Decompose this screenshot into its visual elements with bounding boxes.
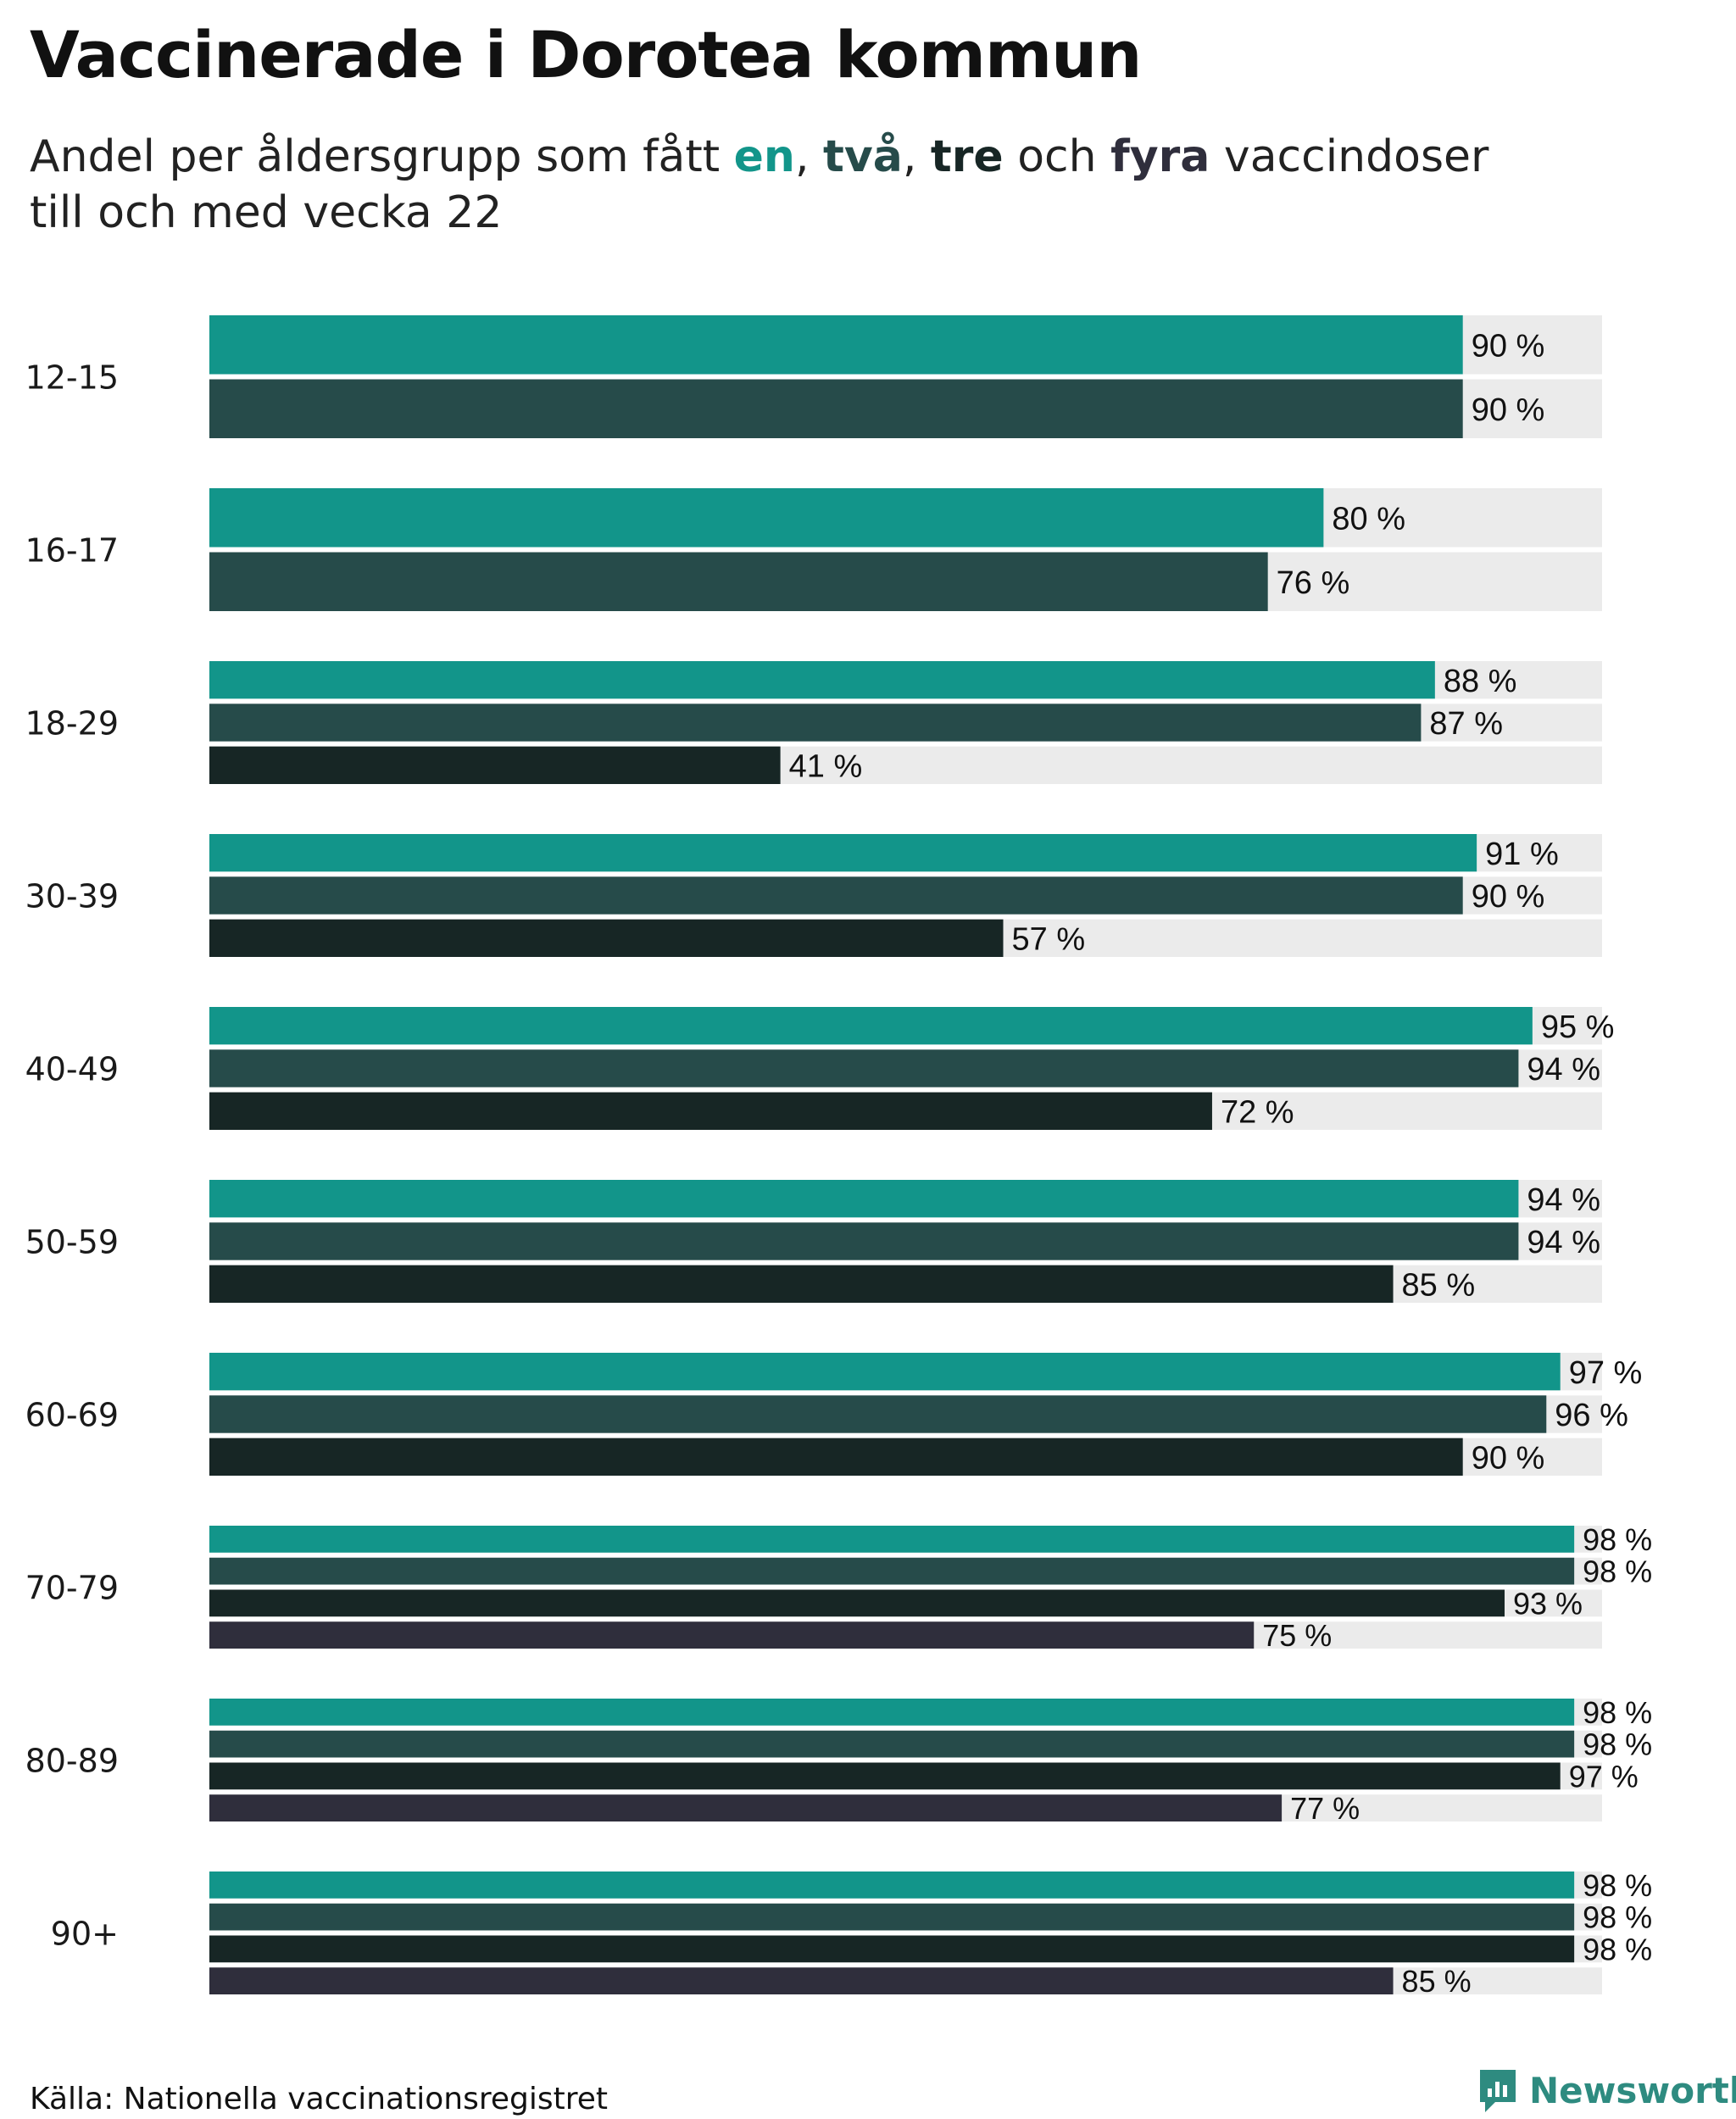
bar-value-label-80-89-4: 77 %: [1290, 1791, 1360, 1826]
bar-value-label-12-15-2: 90 %: [1472, 392, 1545, 428]
bar-value-label-30-39-3: 57 %: [1012, 922, 1086, 958]
bar-value-label-70-79-4: 75 %: [1262, 1618, 1332, 1653]
bar-70-79-1: [209, 1526, 1575, 1553]
bar-value-label-80-89-1: 98 %: [1583, 1695, 1652, 1730]
bar-value-label-70-79-2: 98 %: [1583, 1554, 1652, 1589]
bar-60-69-2: [209, 1395, 1547, 1433]
category-label-16-17: 16-17: [25, 532, 119, 570]
bar-value-label-50-59-2: 94 %: [1527, 1225, 1600, 1260]
bar-50-59-3: [209, 1265, 1394, 1303]
bar-value-label-50-59-1: 94 %: [1527, 1182, 1600, 1218]
bar-value-label-80-89-2: 98 %: [1583, 1727, 1652, 1762]
brand-name: Newsworthy: [1529, 2069, 1736, 2111]
chart-subtitle: Andel per åldersgrupp som fått en, två, …: [30, 129, 1488, 241]
bar-value-label-70-79-1: 98 %: [1583, 1522, 1652, 1557]
bar-90+-4: [209, 1967, 1394, 1994]
bar-40-49-1: [209, 1007, 1533, 1045]
bar-12-15-1: [209, 315, 1463, 375]
category-label-40-49: 40-49: [25, 1051, 119, 1088]
bar-value-label-40-49-1: 95 %: [1541, 1009, 1615, 1045]
bar-value-label-12-15-1: 90 %: [1472, 328, 1545, 364]
bar-30-39-2: [209, 876, 1463, 915]
bar-value-label-18-29-3: 41 %: [789, 749, 863, 785]
bar-50-59-1: [209, 1180, 1519, 1218]
subtitle-dose-2: två: [823, 131, 903, 182]
bar-value-label-40-49-3: 72 %: [1221, 1095, 1294, 1131]
subtitle-dose-1: en: [733, 131, 795, 182]
bar-16-17-2: [209, 552, 1268, 611]
subtitle-sep-3: och: [1003, 131, 1111, 182]
category-label-18-29: 18-29: [25, 705, 119, 742]
bar-30-39-1: [209, 834, 1477, 872]
category-label-50-59: 50-59: [25, 1224, 119, 1261]
bar-70-79-3: [209, 1589, 1505, 1617]
bar-value-label-70-79-3: 93 %: [1513, 1586, 1583, 1621]
bar-40-49-3: [209, 1092, 1212, 1130]
newsworthy-logo-icon: [1480, 2070, 1516, 2112]
bar-value-label-90+-1: 98 %: [1583, 1868, 1652, 1903]
bar-value-label-40-49-2: 94 %: [1527, 1052, 1600, 1087]
bar-80-89-3: [209, 1762, 1561, 1790]
bar-value-label-80-89-3: 97 %: [1569, 1759, 1639, 1794]
bar-80-89-2: [209, 1730, 1575, 1758]
subtitle-dose-4: fyra: [1110, 131, 1210, 182]
bar-18-29-3: [209, 746, 781, 784]
bar-value-label-50-59-3: 85 %: [1402, 1268, 1476, 1304]
category-label-70-79: 70-79: [25, 1570, 119, 1607]
bar-value-label-60-69-3: 90 %: [1472, 1441, 1545, 1477]
subtitle-sep-2: ,: [902, 131, 931, 182]
bar-40-49-2: [209, 1049, 1519, 1087]
bar-value-label-60-69-2: 96 %: [1555, 1398, 1628, 1433]
bar-value-label-18-29-2: 87 %: [1429, 706, 1503, 742]
category-label-60-69: 60-69: [25, 1397, 119, 1434]
subtitle-dose-3: tre: [930, 131, 1004, 182]
bar-value-label-90+-3: 98 %: [1583, 1932, 1652, 1966]
bar-90+-1: [209, 1872, 1575, 1899]
subtitle-line-2: till och med vecka 22: [30, 187, 503, 238]
category-label-90+: 90+: [51, 1916, 119, 1953]
bar-70-79-4: [209, 1621, 1255, 1649]
bar-60-69-3: [209, 1438, 1463, 1476]
bar-chart: 12-15 90 % 90 % 16-17 80 % 76 % 18-29 88 % 87 % 4…: [25, 315, 1652, 1999]
bar-80-89-1: [209, 1699, 1575, 1726]
bar-90+-3: [209, 1935, 1575, 1963]
bar-90+-2: [209, 1903, 1575, 1931]
bar-value-label-16-17-1: 80 %: [1332, 501, 1405, 537]
bar-18-29-1: [209, 661, 1435, 699]
bar-60-69-1: [209, 1353, 1561, 1391]
subtitle-prefix: Andel per åldersgrupp som fått: [30, 131, 734, 182]
bar-12-15-2: [209, 379, 1463, 438]
chart-title: Vaccinerade i Dorotea kommun: [30, 17, 1142, 92]
bar-value-label-90+-2: 98 %: [1583, 1900, 1652, 1935]
category-label-30-39: 30-39: [25, 878, 119, 915]
bar-80-89-4: [209, 1794, 1283, 1821]
bar-value-label-30-39-1: 91 %: [1485, 837, 1559, 872]
bar-value-label-60-69-1: 97 %: [1569, 1355, 1643, 1391]
category-label-80-89: 80-89: [25, 1743, 119, 1780]
bar-value-label-30-39-2: 90 %: [1472, 879, 1545, 915]
bar-50-59-2: [209, 1222, 1519, 1260]
brand[interactable]: Newsworthy: [1477, 2066, 1736, 2114]
bar-18-29-2: [209, 704, 1422, 742]
source-note: Källa: Nationella vaccinationsregistret: [30, 2082, 608, 2116]
bar-30-39-3: [209, 919, 1004, 957]
category-label-12-15: 12-15: [25, 359, 119, 397]
bar-value-label-16-17-2: 76 %: [1277, 565, 1350, 601]
subtitle-sep-1: ,: [794, 131, 824, 182]
bar-value-label-90+-4: 85 %: [1402, 1964, 1472, 1999]
bar-value-label-18-29-1: 88 %: [1444, 664, 1517, 699]
subtitle-suffix: vaccindoser: [1210, 131, 1489, 182]
bar-16-17-1: [209, 488, 1324, 548]
bar-70-79-2: [209, 1557, 1575, 1585]
